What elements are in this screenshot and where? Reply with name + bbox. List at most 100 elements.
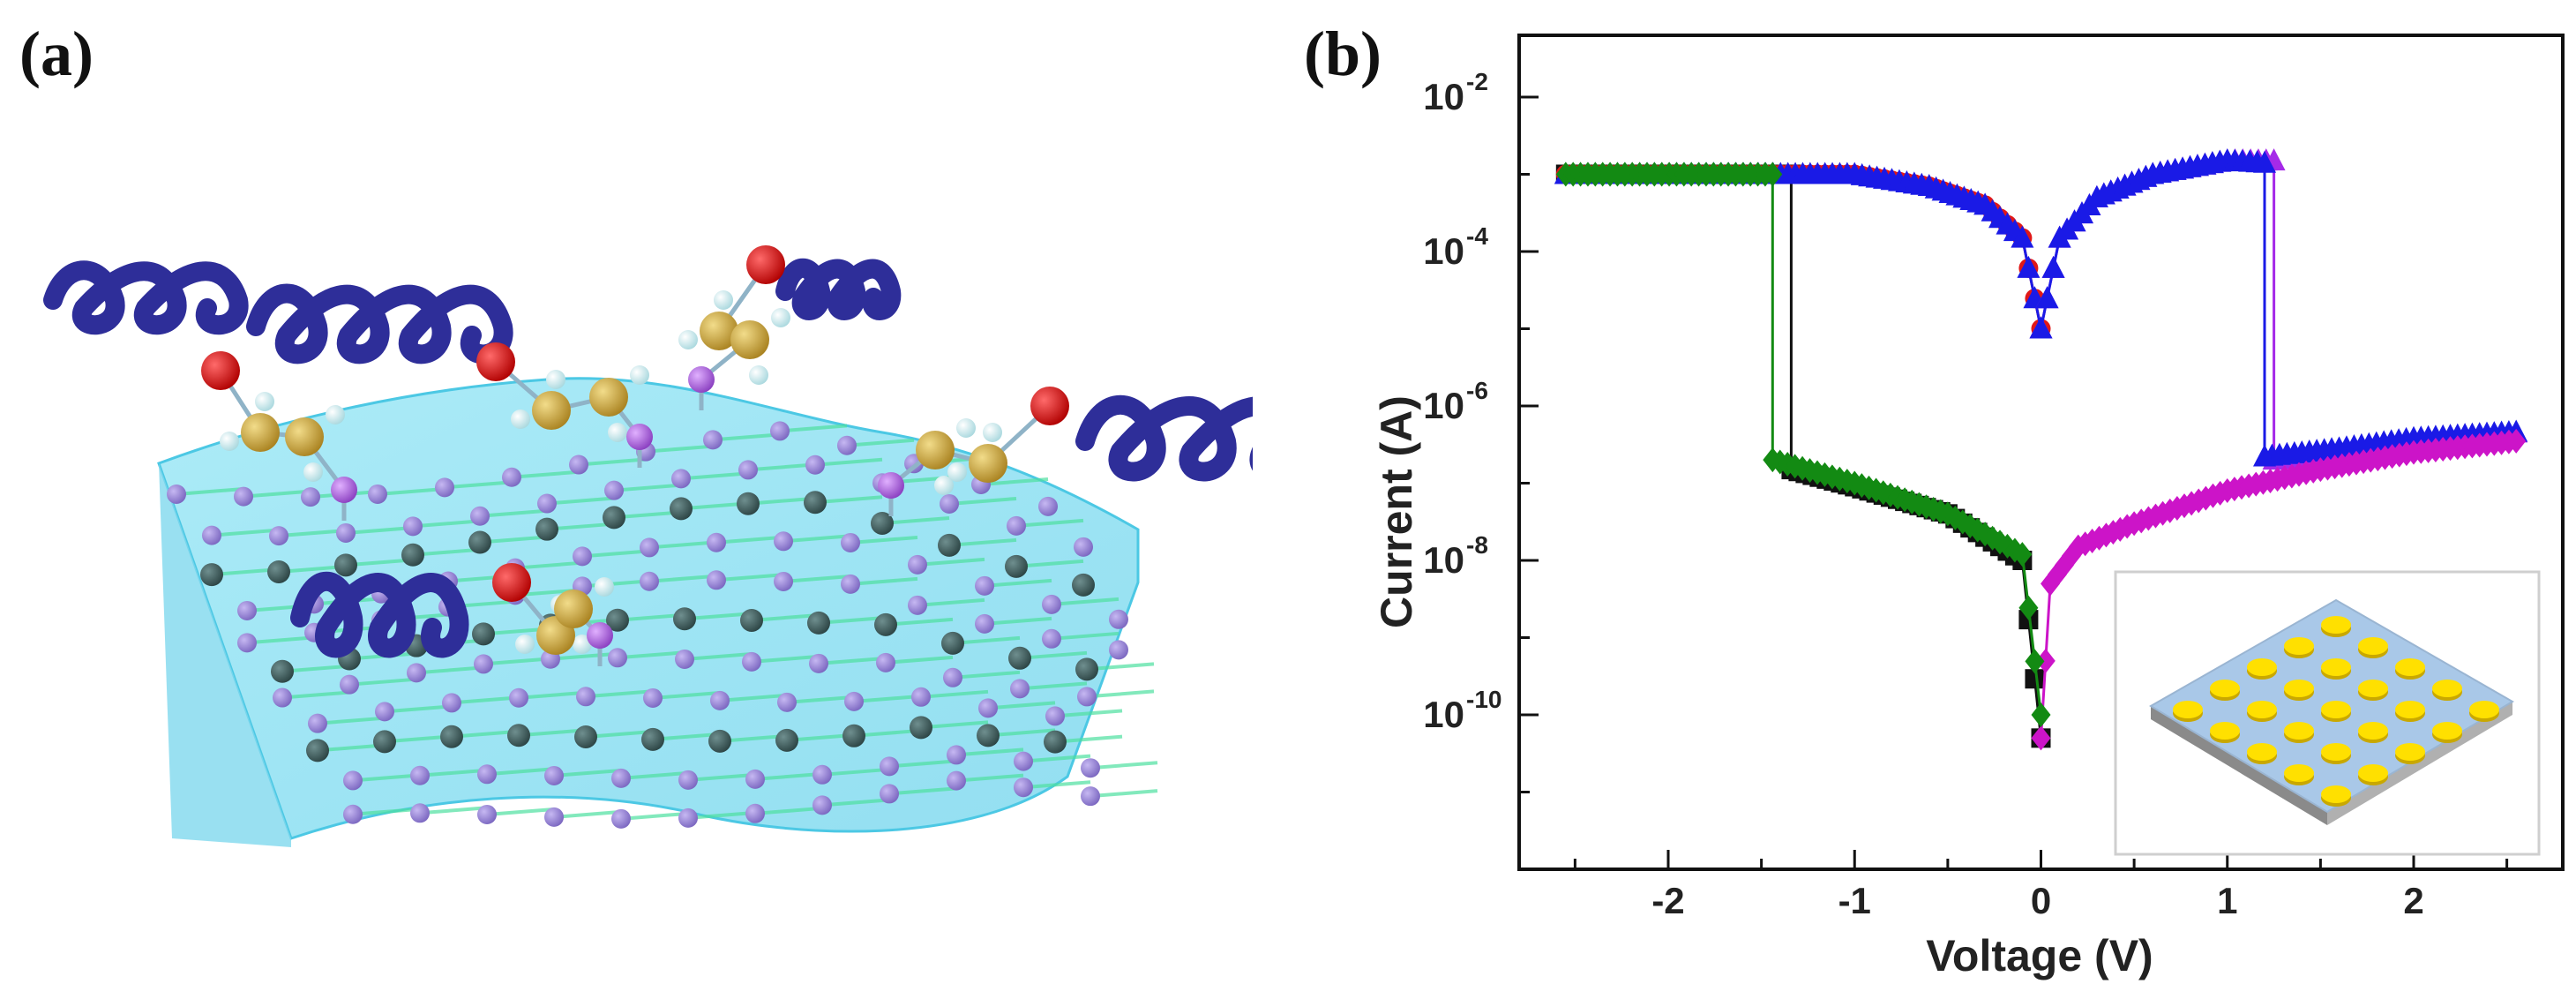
lattice-atom xyxy=(707,532,726,552)
bond-line xyxy=(419,806,488,815)
bond-line xyxy=(687,810,756,820)
bond-line xyxy=(821,798,890,807)
hydrogen-atom xyxy=(749,365,768,385)
carbon-atom xyxy=(532,391,571,430)
hydrogen-atom xyxy=(255,392,274,411)
bond-line xyxy=(853,694,922,703)
lattice-atom xyxy=(1010,679,1030,699)
electrode-pad xyxy=(2284,764,2314,782)
bond-line xyxy=(783,574,851,583)
bond-line xyxy=(684,651,753,661)
lattice-atom xyxy=(908,595,927,615)
electrode-pad xyxy=(2432,680,2462,697)
data-point xyxy=(2506,428,2527,454)
carbon-atom xyxy=(241,413,280,452)
y-tick-exponent: -10 xyxy=(1466,686,1501,713)
hydrogen-atom xyxy=(608,423,627,442)
lattice-atom xyxy=(1008,646,1031,670)
lattice-atom xyxy=(678,770,698,790)
electrode-pad xyxy=(2210,722,2240,740)
bond-line xyxy=(384,704,453,714)
bond-line xyxy=(850,535,918,545)
lattice-atom xyxy=(708,729,731,753)
lattice-atom xyxy=(678,807,698,828)
bond-line xyxy=(680,471,749,481)
bond-line xyxy=(652,690,721,700)
oxygen-atom xyxy=(1030,387,1069,425)
bond-line xyxy=(345,525,414,535)
lattice-atom xyxy=(410,765,430,785)
lattice-atom xyxy=(1077,687,1097,707)
bond-line xyxy=(444,480,513,490)
lattice-atom xyxy=(640,571,659,591)
lattice-atom xyxy=(841,574,860,594)
lattice-atom xyxy=(640,537,659,558)
data-point xyxy=(2041,255,2065,278)
lattice-atom xyxy=(1005,554,1028,578)
device-inset xyxy=(2114,570,2541,856)
electrode-pad xyxy=(2432,722,2462,740)
lattice-atom xyxy=(373,730,396,754)
hydrogen-atom xyxy=(771,308,790,327)
lattice-atom xyxy=(368,484,387,504)
helix-bottom xyxy=(290,571,469,658)
lattice-atom xyxy=(947,745,966,765)
data-point xyxy=(2011,225,2034,248)
lattice-atom xyxy=(603,506,625,530)
hydrogen-atom xyxy=(515,635,535,654)
lattice-atom xyxy=(611,768,631,788)
surface-molecules xyxy=(43,245,1253,666)
lattice-atom xyxy=(745,769,765,789)
lattice-atom xyxy=(343,770,363,791)
lattice-atom xyxy=(271,659,294,683)
y-tick-label: 10 xyxy=(1423,539,1464,581)
bond-line xyxy=(719,693,788,702)
lattice-atom xyxy=(502,467,521,487)
electrode-array xyxy=(2173,616,2499,807)
hydrogen-atom xyxy=(303,462,323,482)
bond-line xyxy=(783,534,851,544)
lattice-atom xyxy=(670,497,693,521)
bond-line xyxy=(352,773,421,783)
lattice-atom xyxy=(641,727,664,751)
lattice-atom xyxy=(1007,515,1026,536)
data-point xyxy=(2253,150,2276,173)
helix-center xyxy=(246,283,513,364)
bond-line xyxy=(754,806,823,815)
lattice-atom xyxy=(470,506,490,526)
lattice-atom xyxy=(202,525,221,545)
lattice-atom xyxy=(774,531,793,552)
data-point xyxy=(2035,648,2056,673)
lattice-atom xyxy=(938,533,961,557)
lattice-atom xyxy=(703,430,723,450)
lattice-atom xyxy=(604,480,624,500)
lattice-atom xyxy=(775,728,798,752)
bond-line xyxy=(645,444,714,454)
bond-line xyxy=(821,767,890,777)
electrode-pad xyxy=(2284,637,2314,655)
lattice-atom xyxy=(1081,758,1100,778)
electrode-pad xyxy=(2210,680,2240,697)
series-line-6 xyxy=(1565,173,2042,716)
lattice-atom xyxy=(805,454,825,475)
bond-line xyxy=(620,770,689,780)
data-point xyxy=(1763,161,1783,187)
lattice-atom xyxy=(435,477,454,498)
bond-line xyxy=(377,486,446,496)
y-tick-label: 10 xyxy=(1423,230,1464,272)
lattice-atom xyxy=(880,756,899,777)
lattice-atom xyxy=(812,795,832,815)
bond-line xyxy=(1022,780,1091,790)
bond-line xyxy=(687,772,756,782)
bond-line xyxy=(479,508,548,518)
lattice-atom xyxy=(442,693,461,713)
lattice-atom xyxy=(375,702,394,722)
hydrogen-atom xyxy=(630,365,649,385)
lattice-atom xyxy=(544,765,564,785)
lattice-atom xyxy=(774,571,793,591)
bond-line xyxy=(885,655,954,665)
bond-line xyxy=(578,457,647,467)
electrode-pad xyxy=(2284,680,2314,697)
lattice-atom xyxy=(468,530,491,554)
